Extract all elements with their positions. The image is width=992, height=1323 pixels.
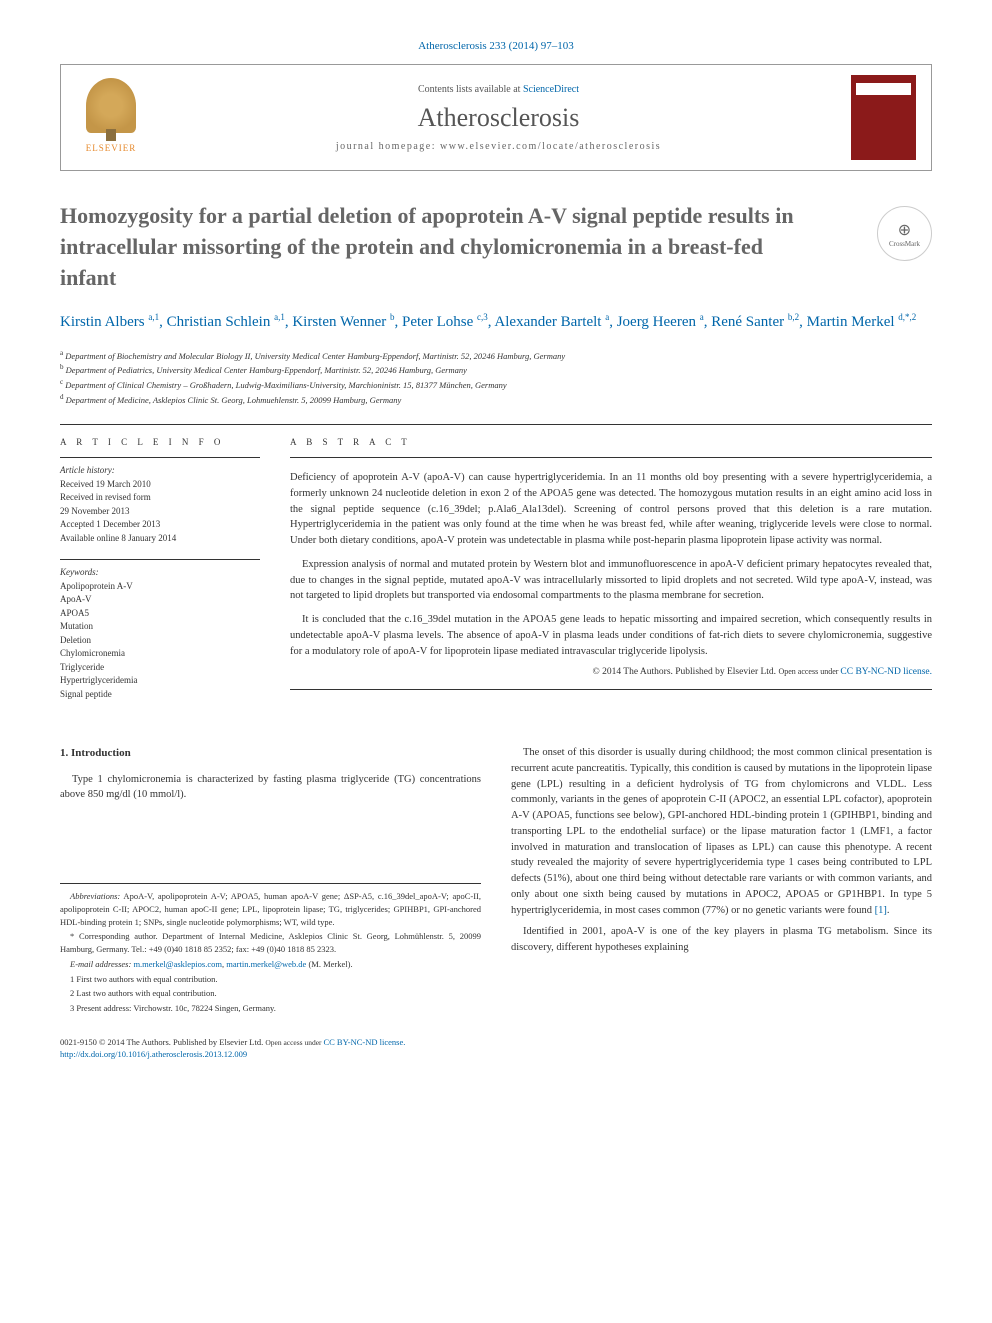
elsevier-label: ELSEVIER <box>86 143 137 153</box>
hp-url: www.elsevier.com/locate/atherosclerosis <box>440 141 661 152</box>
email-link-2[interactable]: martin.merkel@web.de <box>226 959 306 969</box>
journal-header: ELSEVIER Contents lists available at Sci… <box>60 64 932 171</box>
abstract-heading: A B S T R A C T <box>290 437 932 447</box>
copyright-line: © 2014 The Authors. Published by Elsevie… <box>290 667 932 677</box>
history-line: Received 19 March 2010 <box>60 478 260 492</box>
copyright-prefix: © 2014 The Authors. Published by Elsevie… <box>592 667 778 677</box>
hp-prefix: journal homepage: <box>336 141 440 152</box>
abbrev-footnote: Abbreviations: ApoA-V, apolipoprotein A-… <box>60 890 481 928</box>
keywords-label: Keywords: <box>60 566 260 580</box>
footnotes: Abbreviations: ApoA-V, apolipoprotein A-… <box>60 883 481 1015</box>
affiliations: a Department of Biochemistry and Molecul… <box>60 348 932 406</box>
keyword-line: Deletion <box>60 634 260 648</box>
elsevier-tree-icon <box>86 78 136 133</box>
article-info-col: A R T I C L E I N F O Article history: R… <box>60 437 260 715</box>
keyword-line: Triglyceride <box>60 661 260 675</box>
contents-list: Contents lists available at ScienceDirec… <box>166 84 831 95</box>
email-link-1[interactable]: m.merkel@asklepios.com <box>133 959 222 969</box>
intro-p2: The onset of this disorder is usually du… <box>511 745 932 918</box>
abstract-divider <box>290 457 932 458</box>
abbrev-text: ApoA-V, apolipoprotein A-V; APOA5, human… <box>60 891 481 927</box>
section-1-heading: 1. Introduction <box>60 745 481 762</box>
crossmark-icon: ⊕ <box>898 220 911 240</box>
abstract-p1: Deficiency of apoprotein A-V (apoA-V) ca… <box>290 470 932 549</box>
keyword-line: Hypertriglyceridemia <box>60 674 260 688</box>
contents-prefix: Contents lists available at <box>418 84 523 95</box>
page-footer: 0021-9150 © 2014 The Authors. Published … <box>60 1037 932 1061</box>
corresponding-footnote: * Corresponding author. Department of In… <box>60 930 481 956</box>
elsevier-logo: ELSEVIER <box>76 78 146 158</box>
body-columns: 1. Introduction Type 1 chylomicronemia i… <box>60 745 932 1017</box>
body-col-right: The onset of this disorder is usually du… <box>511 745 932 1017</box>
abstract-bottom-divider <box>290 689 932 690</box>
divider <box>60 424 932 425</box>
footnote-3: 3 Present address: Virchowstr. 10c, 7822… <box>60 1002 481 1015</box>
journal-name: Atherosclerosis <box>166 103 831 133</box>
footer-copyright: 0021-9150 © 2014 The Authors. Published … <box>60 1037 265 1047</box>
footer-license-link[interactable]: CC BY-NC-ND license. <box>323 1037 405 1047</box>
abstract-p2: Expression analysis of normal and mutate… <box>290 557 932 604</box>
abstract-col: A B S T R A C T Deficiency of apoprotein… <box>290 437 932 715</box>
header-center: Contents lists available at ScienceDirec… <box>166 84 831 152</box>
citation-line: Atherosclerosis 233 (2014) 97–103 <box>60 40 932 52</box>
email-label: E-mail addresses: <box>70 959 131 969</box>
email-footnote: E-mail addresses: m.merkel@asklepios.com… <box>60 958 481 971</box>
affiliation-line: b Department of Pediatrics, University M… <box>60 362 932 377</box>
footnote-2: 2 Last two authors with equal contributi… <box>60 987 481 1000</box>
article-info-heading: A R T I C L E I N F O <box>60 437 260 447</box>
history-label: Article history: <box>60 464 260 478</box>
keywords-block: Keywords: Apolipoprotein A-VApoA-VAPOA5M… <box>60 559 260 701</box>
col2-p1-text: The onset of this disorder is usually du… <box>511 747 932 916</box>
affiliation-line: a Department of Biochemistry and Molecul… <box>60 348 932 363</box>
intro-p3: Identified in 2001, apoA-V is one of the… <box>511 924 932 956</box>
keyword-line: Mutation <box>60 620 260 634</box>
keyword-line: Apolipoprotein A-V <box>60 580 260 594</box>
keyword-line: ApoA-V <box>60 593 260 607</box>
abbrev-label: Abbreviations: <box>70 891 120 901</box>
doi-link[interactable]: http://dx.doi.org/10.1016/j.atherosclero… <box>60 1049 247 1059</box>
crossmark-badge[interactable]: ⊕ CrossMark <box>877 206 932 261</box>
abstract-text: Deficiency of apoprotein A-V (apoA-V) ca… <box>290 470 932 659</box>
email-who: (M. Merkel). <box>306 959 352 969</box>
ref-1-link[interactable]: [1] <box>875 905 887 916</box>
intro-p1: Type 1 chylomicronemia is characterized … <box>60 772 481 804</box>
sciencedirect-link[interactable]: ScienceDirect <box>523 84 579 95</box>
open-access-label: Open access under <box>778 667 840 676</box>
journal-homepage: journal homepage: www.elsevier.com/locat… <box>166 141 831 152</box>
license-link[interactable]: CC BY-NC-ND license. <box>840 667 932 677</box>
keyword-line: APOA5 <box>60 607 260 621</box>
footnote-1: 1 First two authors with equal contribut… <box>60 973 481 986</box>
article-title: Homozygosity for a partial deletion of a… <box>60 201 820 293</box>
history-block: Article history: Received 19 March 2010R… <box>60 457 260 545</box>
journal-cover-thumb <box>851 75 916 160</box>
abstract-p3: It is concluded that the c.16_39del muta… <box>290 612 932 659</box>
history-line: Available online 8 January 2014 <box>60 532 260 546</box>
crossmark-label: CrossMark <box>889 240 920 248</box>
body-col-left: 1. Introduction Type 1 chylomicronemia i… <box>60 745 481 1017</box>
keyword-line: Chylomicronemia <box>60 647 260 661</box>
info-abstract-row: A R T I C L E I N F O Article history: R… <box>60 437 932 715</box>
history-line: Received in revised form <box>60 491 260 505</box>
authors-list: Kirstin Albers a,1, Christian Schlein a,… <box>60 311 932 334</box>
keyword-line: Signal peptide <box>60 688 260 702</box>
affiliation-line: d Department of Medicine, Asklepios Clin… <box>60 392 932 407</box>
history-line: 29 November 2013 <box>60 505 260 519</box>
footer-oa: Open access under <box>265 1038 323 1047</box>
affiliation-line: c Department of Clinical Chemistry – Gro… <box>60 377 932 392</box>
history-line: Accepted 1 December 2013 <box>60 518 260 532</box>
